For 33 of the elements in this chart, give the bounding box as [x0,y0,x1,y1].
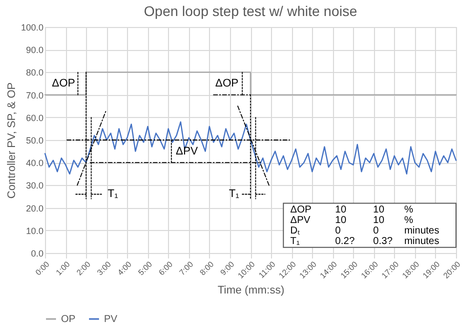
y-tick-label: 10.0 [26,226,44,236]
annotation: ΔOP [52,78,76,90]
y-tick-label: 40.0 [26,158,44,168]
annotation: ΔPV [176,145,198,158]
x-tick-label: 3:00 [95,259,114,278]
x-tick-label: 9:00 [218,259,236,278]
annotation: T₁ [108,188,118,200]
chart-title: Open loop step test w/ white noise [144,3,358,19]
legend-label: PV [104,314,118,325]
text: Dₜ 0 0 minutes [290,226,440,237]
text: T₁ 0.2? 0.3? minutes [290,236,440,248]
y-axis-title: Controller PV, SP, & OP [6,82,18,199]
text: ΔPV 10 10 % [290,215,414,226]
annotation: T₁ [228,188,240,200]
y-tick-label: 100.0 [20,22,44,32]
y-tick-label: 0.0 [30,248,44,258]
y-tick-label: 80.0 [26,68,44,78]
x-tick-label: 8:00 [198,259,216,278]
y-tick-label: 50.0 [26,136,44,146]
x-tick-label: 5:00 [136,259,154,278]
y-tick-label: 20.0 [26,203,44,214]
annotation: ΔOP [215,78,238,90]
y-tick-label: 90.0 [26,45,44,56]
x-tick-label: 7:00 [178,259,196,278]
x-tick-label: 4:00 [116,259,134,278]
y-tick-label: 70.0 [26,90,44,100]
text: ΔOP 10 10 % [290,204,414,216]
x-tick-label: 0:00 [34,259,52,278]
y-tick-label: 30.0 [26,180,44,191]
x-tick-label: 6:00 [157,259,175,278]
y-tick-label: 60.0 [26,112,44,123]
x-axis-title: Time (mm:ss) [218,284,284,296]
legend-label: OP [61,314,76,325]
